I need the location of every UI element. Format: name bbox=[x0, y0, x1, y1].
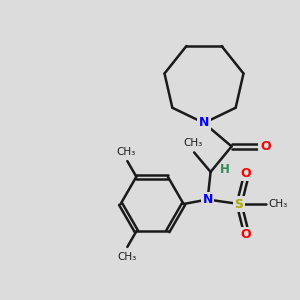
Text: H: H bbox=[220, 163, 230, 176]
Text: CH₃: CH₃ bbox=[116, 147, 136, 157]
Text: CH₃: CH₃ bbox=[268, 199, 288, 209]
Text: N: N bbox=[199, 116, 209, 130]
Text: O: O bbox=[240, 167, 251, 180]
Text: CH₃: CH₃ bbox=[118, 252, 137, 262]
Text: O: O bbox=[240, 228, 251, 241]
Text: N: N bbox=[202, 193, 213, 206]
Text: CH₃: CH₃ bbox=[183, 138, 202, 148]
Text: S: S bbox=[235, 197, 244, 211]
Text: O: O bbox=[260, 140, 271, 153]
